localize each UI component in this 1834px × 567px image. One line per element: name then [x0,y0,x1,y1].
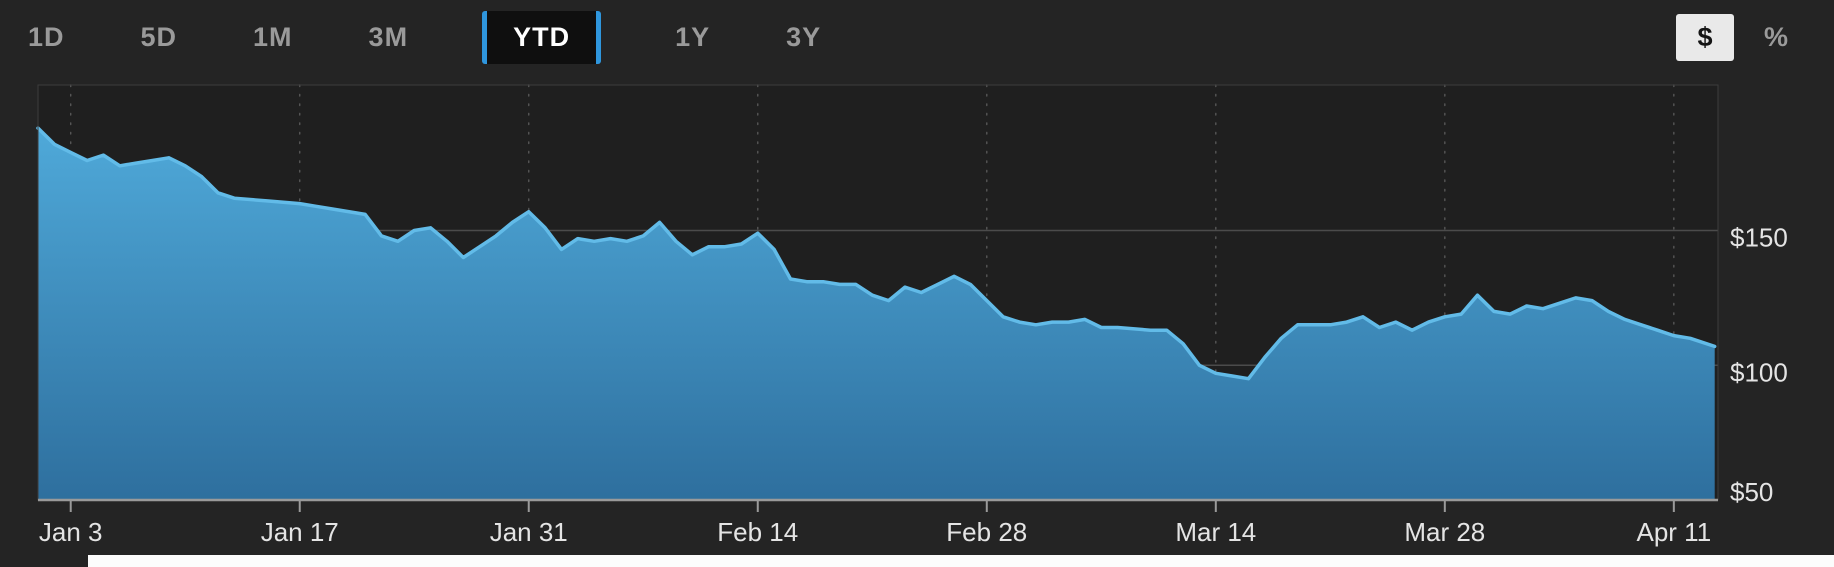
range-tabs: 1D 5D 1M 3M YTD 1Y 3Y [0,11,823,64]
y-axis-label: $100 [1730,357,1788,387]
x-axis [38,498,1718,512]
x-axis-label: Mar 14 [1175,517,1256,547]
range-tab-1m[interactable]: 1M [251,14,295,61]
range-tab-ytd[interactable]: YTD [482,11,602,64]
range-tab-1d[interactable]: 1D [26,14,67,61]
unit-toggle: $ % [1675,14,1834,61]
y-axis-label: $150 [1730,223,1788,253]
chart-plot-area[interactable] [38,85,1718,500]
page-bottom-strip [88,555,1834,567]
x-axis-label: Jan 17 [261,517,339,547]
x-axis-label: Jan 31 [490,517,568,547]
unit-percent-button[interactable]: % [1758,21,1794,54]
unit-dollar-button[interactable]: $ [1675,14,1734,61]
x-axis-label: Jan 3 [39,517,103,547]
price-line [36,126,1717,381]
range-tab-1y[interactable]: 1Y [673,14,712,61]
x-axis-label: Mar 28 [1404,517,1485,547]
x-axis-label: Feb 28 [946,517,1027,547]
price-area [38,128,1715,500]
range-tab-3y[interactable]: 3Y [784,14,823,61]
y-axis-label: $50 [1730,477,1773,507]
x-axis-label: Feb 14 [717,517,798,547]
x-axis-label: Apr 11 [1636,517,1711,547]
range-tab-5d[interactable]: 5D [139,14,180,61]
chart-toolbar: 1D 5D 1M 3M YTD 1Y 3Y $ % [0,0,1834,75]
range-tab-3m[interactable]: 3M [367,14,411,61]
